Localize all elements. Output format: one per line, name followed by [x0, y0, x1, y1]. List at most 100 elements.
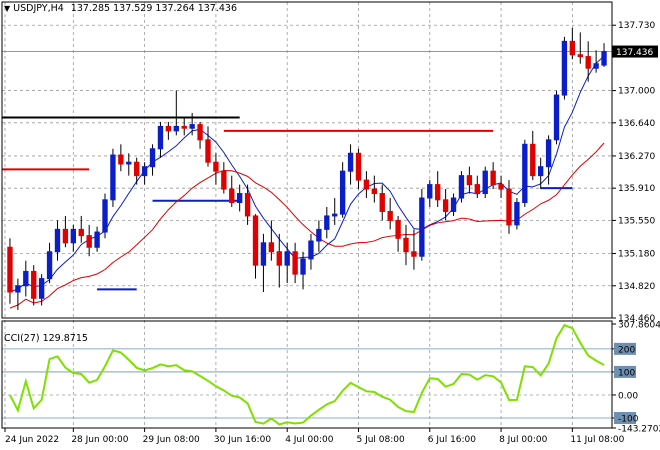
time-tick-label: 8 Jul 00:00 — [499, 435, 548, 445]
candle-bear — [395, 219, 401, 239]
candle-bull — [38, 278, 45, 299]
candle-bear — [134, 161, 140, 177]
cci-tick-label: -143.2702 — [618, 425, 660, 435]
candle-bull — [450, 197, 457, 212]
candle-bull — [419, 197, 425, 257]
candle-bear — [244, 193, 251, 217]
candle-bear — [371, 188, 378, 195]
candle-bull — [522, 143, 528, 203]
time-tick-label: 29 Jun 08:00 — [143, 435, 200, 445]
candle-bear — [7, 246, 13, 293]
candle-bull — [324, 215, 330, 230]
candle-bull — [157, 125, 164, 150]
cci-level-badge — [614, 412, 636, 425]
price-tick-label: 137.000 — [618, 87, 655, 97]
chart-header: ▼ USDJPY,H4 137.285 137.529 137.264 137.… — [4, 3, 237, 14]
candle-bear — [355, 152, 362, 181]
ma-fast-line — [9, 55, 605, 293]
time-tick-label: 24 Jun 2022 — [5, 435, 59, 445]
current-price-box — [612, 45, 658, 58]
symbol-label: USDJPY,H4 — [13, 3, 64, 14]
candle-bear — [474, 184, 480, 195]
price-tick-label: 136.640 — [618, 119, 655, 129]
candle-bear — [585, 56, 591, 69]
time-tick-label: 4 Jul 00:00 — [285, 435, 334, 445]
candle-bull — [15, 285, 21, 293]
candle-bull — [23, 270, 29, 287]
candle-bear — [435, 184, 441, 201]
candlesticks — [7, 27, 607, 310]
candle-bear — [411, 251, 417, 257]
candle-bull — [427, 184, 433, 199]
candle-bull — [102, 199, 108, 233]
candle-bull — [537, 166, 544, 177]
candle-bear — [118, 154, 124, 165]
support-resistance-levels — [2, 51, 612, 291]
candle-bull — [482, 170, 488, 195]
cci-tick-label: 307.8604 — [618, 321, 660, 331]
candle-bear — [165, 125, 172, 132]
cci-pane-frame — [1, 320, 613, 429]
cci-level-badge — [614, 342, 636, 355]
cci-level-badge — [614, 365, 636, 378]
time-tick-label: 5 Jul 08:00 — [356, 435, 405, 445]
candle-bear — [213, 161, 219, 172]
candle-bull — [308, 240, 314, 260]
candle-bear — [252, 215, 259, 266]
candle-bear — [442, 199, 449, 212]
candle-bull — [46, 251, 53, 280]
moving-averages — [9, 55, 605, 309]
dropdown-arrow-icon[interactable]: ▼ — [4, 4, 11, 13]
time-tick-label: 30 Jun 16:00 — [214, 435, 271, 445]
cci-tick-label: 200 — [618, 345, 635, 355]
current-price-label: 137.436 — [616, 48, 653, 58]
candle-bull — [514, 202, 520, 226]
ohlc-readout: 137.285 137.529 137.264 137.436 — [70, 3, 237, 14]
cci-header: CCI(27) 129.8715 — [4, 326, 88, 345]
price-tick-label: 134.820 — [618, 282, 655, 292]
candle-bull — [236, 193, 243, 203]
candle-bear — [205, 139, 211, 163]
cci-indicator — [2, 323, 612, 426]
candle-bull — [126, 161, 132, 165]
candle-bull — [339, 170, 346, 215]
candle-bear — [569, 40, 576, 56]
cci-tick-label: 100 — [618, 368, 635, 378]
candle-bear — [268, 242, 275, 253]
candle-bear — [379, 193, 385, 212]
axis-labels: 137.730 137.000 136.640 136.270 135.910 135.5… — [5, 21, 660, 445]
time-tick-label: 6 Jul 16:00 — [428, 435, 477, 445]
candle-bull — [54, 228, 61, 253]
candle-bull — [458, 175, 465, 199]
candle-bull — [553, 94, 560, 141]
candle-bull — [149, 148, 156, 168]
ma-slow-line — [9, 142, 605, 309]
time-tick-label: 11 Jul 08:00 — [570, 435, 624, 445]
cci-line — [9, 323, 605, 426]
price-tick-label: 135.180 — [618, 250, 655, 260]
candle-bear — [62, 228, 69, 244]
candle-bear — [221, 170, 227, 190]
grid — [2, 2, 612, 428]
candle-bear — [506, 188, 512, 226]
candle-bull — [601, 51, 607, 66]
candle-bear — [31, 270, 37, 299]
axes — [1, 1, 616, 432]
time-tick-label: 28 Jun 00:00 — [71, 435, 128, 445]
candle-bull — [110, 154, 116, 201]
candle-bull — [141, 166, 148, 177]
candle-bear — [490, 170, 496, 186]
cci-tick-label: 0.00 — [618, 391, 638, 401]
candle-bull — [189, 124, 195, 129]
candle-bull — [94, 231, 100, 248]
candle-bear — [86, 235, 92, 248]
candle-bull — [593, 63, 599, 69]
candle-bear — [276, 251, 282, 266]
candle-bear — [197, 124, 203, 141]
candle-bear — [363, 179, 370, 190]
candle-bear — [530, 143, 536, 177]
candle-bull — [70, 228, 77, 244]
candle-bear — [181, 125, 187, 129]
